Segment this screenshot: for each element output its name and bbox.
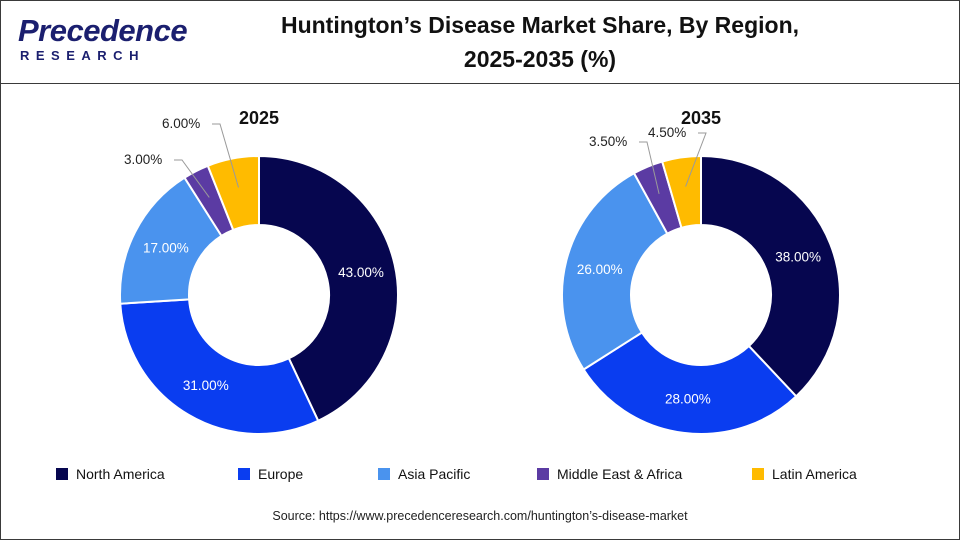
- legend: North America Europe Asia Pacific Middle…: [0, 462, 960, 486]
- legend-item-asia-pacific: Asia Pacific: [378, 462, 470, 486]
- chart-title-2035: 2035: [681, 108, 721, 128]
- chart-title: Huntington’s Disease Market Share, By Re…: [200, 8, 880, 76]
- data-label-2035-europe: 28.00%: [665, 392, 711, 407]
- donut-charts: 2025 43.00% 31.00% 17.00% 3.00% 6.00% 2035 38.0…: [119, 108, 841, 435]
- slice-2035-north-america: [700, 154, 841, 398]
- legend-label-north-america: North America: [76, 466, 165, 482]
- data-label-2035-asia-pacific: 26.00%: [577, 262, 623, 277]
- legend-swatch-europe: [238, 468, 250, 480]
- leader-line-2035-middle-east-and-africa: [639, 141, 660, 194]
- legend-item-latin-america: Latin America: [752, 462, 857, 486]
- leader-line-2025-latin-america: [212, 123, 239, 188]
- data-label-2035-latin-america: 4.50%: [648, 125, 686, 140]
- chart-title-line-2: 2025-2035 (%): [463, 46, 617, 72]
- slice-2025-europe: [119, 298, 320, 435]
- data-label-2035-middle-east-and-africa: 3.50%: [589, 134, 627, 149]
- data-label-2025-asia-pacific: 17.00%: [143, 241, 189, 256]
- data-label-2025-north-america: 43.00%: [338, 265, 384, 280]
- slice-2035-latin-america: [660, 154, 702, 230]
- brand-logo: Precedence RESEARCH: [18, 14, 188, 70]
- slice-2035-asia-pacific: [561, 171, 669, 371]
- leader-line-2025-middle-east-and-africa: [174, 159, 210, 198]
- legend-label-middle-east-africa: Middle East & Africa: [557, 466, 683, 482]
- legend-swatch-middle-east-africa: [537, 468, 549, 480]
- slice-2025-asia-pacific: [119, 176, 223, 305]
- legend-label-asia-pacific: Asia Pacific: [398, 466, 471, 482]
- legend-label-latin-america: Latin America: [772, 466, 857, 482]
- source-note: Source: https://www.precedenceresearch.c…: [272, 509, 688, 523]
- data-label-2035-north-america: 38.00%: [775, 250, 821, 265]
- legend-label-europe: Europe: [258, 466, 304, 482]
- data-label-2025-europe: 31.00%: [183, 378, 229, 393]
- legend-item-europe: Europe: [238, 462, 303, 486]
- slice-2035-europe: [582, 331, 798, 435]
- header: Precedence RESEARCH Huntington’s Disease…: [0, 0, 960, 84]
- brand-name: Precedence: [18, 13, 188, 48]
- legend-item-middle-east-africa: Middle East & Africa: [537, 462, 682, 486]
- slice-2025-latin-america: [206, 154, 260, 232]
- legend-item-north-america: North America: [56, 462, 165, 486]
- chart-title-2025: 2025: [239, 108, 279, 128]
- leader-line-2035-latin-america: [685, 132, 707, 187]
- legend-swatch-north-america: [56, 468, 68, 480]
- legend-swatch-latin-america: [752, 468, 764, 480]
- chart-title-line-1: Huntington’s Disease Market Share, By Re…: [280, 12, 800, 38]
- brand-subtitle: RESEARCH: [20, 48, 145, 63]
- data-label-2025-latin-america: 6.00%: [162, 116, 200, 131]
- slice-2025-north-america: [258, 154, 399, 423]
- data-label-2025-middle-east-and-africa: 3.00%: [124, 152, 162, 167]
- legend-swatch-asia-pacific: [378, 468, 390, 480]
